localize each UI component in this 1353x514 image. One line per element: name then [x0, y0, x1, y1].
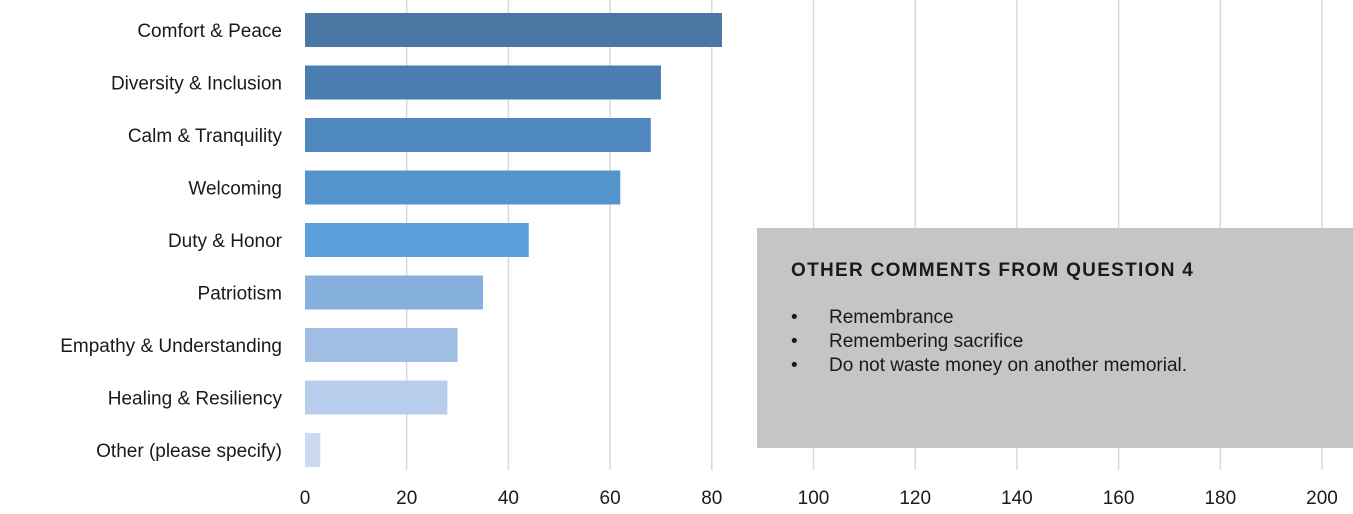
x-tick-label: 20 — [396, 488, 417, 509]
comment-text: Do not waste money on another memorial. — [829, 355, 1188, 376]
other-comments-list: • Remembrance • Remembering sacrifice • Do … — [791, 306, 1353, 378]
x-tick-label: 100 — [798, 488, 830, 509]
bullet-icon: • — [791, 331, 798, 352]
x-axis-tick-labels: 0 20 40 60 80 100 120 140 160 180 200 — [300, 488, 1338, 509]
category-labels: Comfort & Peace Diversity & Inclusion Calm… — [60, 21, 282, 462]
x-tick-label: 120 — [899, 488, 931, 509]
category-label: Duty & Honor — [168, 231, 283, 252]
category-label: Comfort & Peace — [137, 21, 282, 42]
comment-item: • Remembrance — [791, 306, 1353, 330]
x-tick-label: 180 — [1204, 488, 1236, 509]
bar — [305, 170, 621, 205]
bar — [305, 13, 722, 47]
comment-item: • Remembering sacrifice — [791, 330, 1353, 354]
bars — [305, 13, 722, 467]
bar — [305, 118, 651, 152]
bar — [305, 380, 448, 415]
x-tick-label: 40 — [498, 488, 519, 509]
bullet-icon: • — [791, 307, 798, 328]
bar — [305, 65, 661, 100]
bar — [305, 328, 458, 362]
category-label: Welcoming — [188, 179, 282, 200]
category-label: Calm & Tranquility — [128, 126, 283, 147]
category-label: Other (please specify) — [96, 441, 282, 462]
comment-text: Remembering sacrifice — [829, 331, 1024, 352]
category-label: Patriotism — [198, 284, 282, 305]
comment-item: • Do not waste money on another memorial. — [791, 354, 1353, 378]
other-comments-box: OTHER COMMENTS FROM QUESTION 4 • Remembra… — [757, 228, 1353, 448]
bar — [305, 223, 529, 257]
bullet-icon: • — [791, 355, 798, 376]
x-tick-label: 140 — [1001, 488, 1033, 509]
x-tick-label: 160 — [1103, 488, 1135, 509]
x-tick-label: 80 — [701, 488, 722, 509]
category-label: Diversity & Inclusion — [111, 74, 282, 95]
x-tick-label: 0 — [300, 488, 311, 509]
category-label: Empathy & Understanding — [60, 336, 282, 357]
comment-text: Remembrance — [829, 307, 954, 328]
bar — [305, 275, 483, 310]
x-tick-label: 60 — [600, 488, 621, 509]
category-label: Healing & Resiliency — [108, 389, 283, 410]
bar — [305, 433, 321, 467]
other-comments-title: OTHER COMMENTS FROM QUESTION 4 — [791, 260, 1195, 281]
x-tick-label: 200 — [1306, 488, 1338, 509]
